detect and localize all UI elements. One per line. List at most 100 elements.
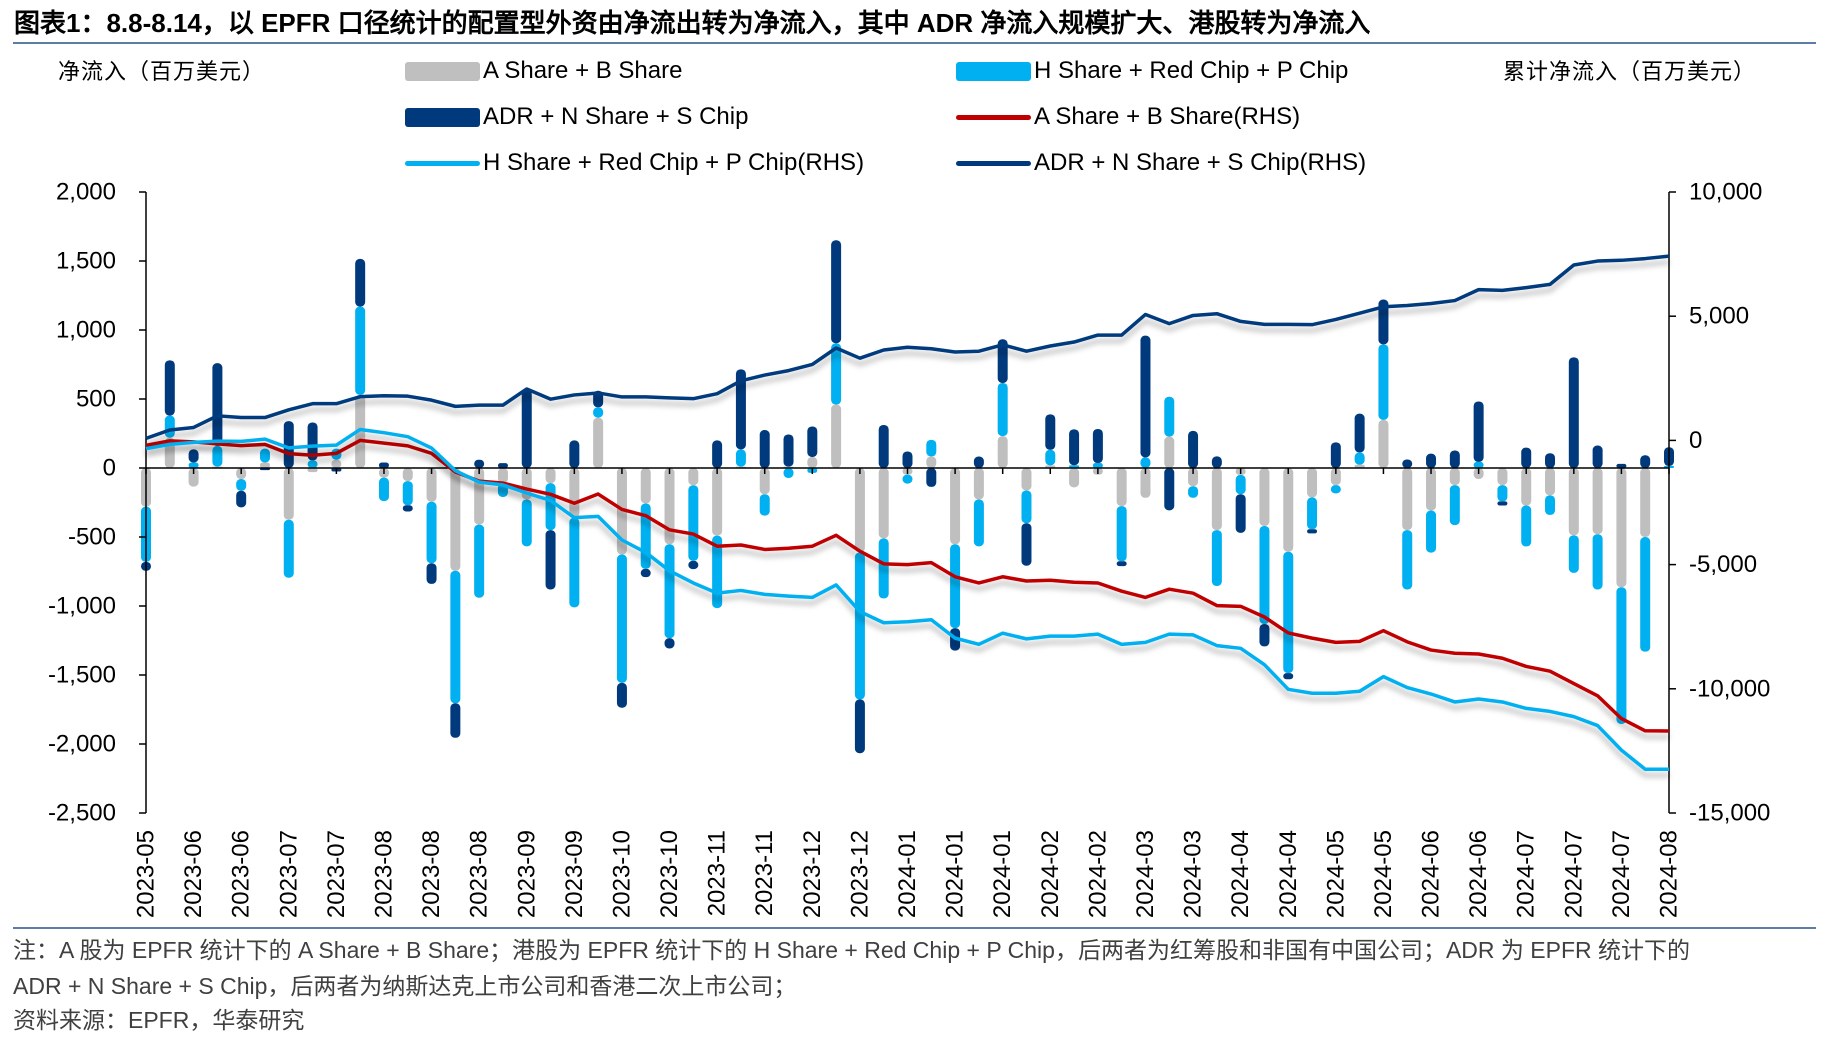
line-h-share-red-chip-p-chip-rhs bbox=[145, 427, 1669, 772]
bar-a-share-b-share bbox=[831, 404, 842, 468]
bar-adr-n-share-s-chip bbox=[188, 449, 199, 463]
x-tick-label: 2023-05 bbox=[133, 830, 160, 918]
bar-adr-n-share-s-chip bbox=[521, 389, 532, 468]
x-tick-label: 2024-07 bbox=[1513, 830, 1540, 918]
bar-adr-n-share-s-chip bbox=[1449, 450, 1460, 468]
x-tick-label: 2023-07 bbox=[275, 830, 302, 918]
bar-adr-n-share-s-chip bbox=[1330, 442, 1341, 468]
bar-h-share-red-chip-p-chip bbox=[188, 462, 199, 468]
bar-h-share-red-chip-p-chip bbox=[1521, 505, 1532, 547]
legend-swatch-navy-bar bbox=[405, 107, 480, 127]
bar-a-share-b-share bbox=[331, 459, 342, 468]
bar-adr-n-share-s-chip bbox=[1497, 501, 1508, 506]
bar-h-share-red-chip-p-chip bbox=[759, 494, 770, 516]
bar-adr-n-share-s-chip bbox=[164, 360, 175, 416]
bar-h-share-red-chip-p-chip bbox=[1021, 490, 1032, 524]
right-y-tick-label: 5,000 bbox=[1689, 303, 1749, 330]
bar-adr-n-share-s-chip bbox=[402, 505, 413, 512]
bar-a-share-b-share bbox=[1640, 468, 1651, 537]
left-y-tick-label: -2,000 bbox=[48, 731, 116, 758]
bar-adr-n-share-s-chip bbox=[1402, 459, 1413, 468]
bar-adr-n-share-s-chip bbox=[997, 339, 1008, 383]
legend-item-adr-n-share-s-chip: ADR + N Share + S Chip bbox=[405, 102, 748, 132]
bar-h-share-red-chip-p-chip bbox=[1616, 587, 1627, 724]
legend-item-h-share-red-chip-p-chip: H Share + Red Chip + P Chip bbox=[956, 56, 1348, 86]
bar-adr-n-share-s-chip bbox=[1307, 529, 1318, 534]
bar-a-share-b-share bbox=[1545, 468, 1556, 496]
bar-a-share-b-share bbox=[1188, 468, 1199, 487]
bar-h-share-red-chip-p-chip bbox=[212, 445, 223, 467]
bar-h-share-red-chip-p-chip bbox=[926, 439, 937, 457]
bar-a-share-b-share bbox=[450, 468, 461, 571]
bar-h-share-red-chip-p-chip bbox=[1188, 486, 1199, 498]
bar-adr-n-share-s-chip bbox=[759, 430, 770, 468]
bar-h-share-red-chip-p-chip bbox=[450, 570, 461, 704]
legend-item-a-share-b-share-rhs: A Share + B Share(RHS) bbox=[956, 102, 1300, 132]
bar-adr-n-share-s-chip bbox=[212, 363, 223, 446]
bar-adr-n-share-s-chip bbox=[1092, 428, 1103, 464]
bar-a-share-b-share bbox=[1449, 468, 1460, 486]
bar-h-share-red-chip-p-chip bbox=[950, 544, 961, 629]
x-tick-label: 2024-02 bbox=[1037, 830, 1064, 918]
bar-a-share-b-share bbox=[997, 436, 1008, 468]
x-tick-label: 2024-07 bbox=[1608, 830, 1635, 918]
x-tick-label: 2024-05 bbox=[1322, 830, 1349, 918]
bar-adr-n-share-s-chip bbox=[616, 682, 627, 708]
bar-h-share-red-chip-p-chip bbox=[307, 460, 318, 468]
bar-h-share-red-chip-p-chip bbox=[973, 499, 984, 547]
bar-adr-n-share-s-chip bbox=[1426, 453, 1437, 468]
bar-h-share-red-chip-p-chip bbox=[1497, 485, 1508, 502]
bar-h-share-red-chip-p-chip bbox=[997, 382, 1008, 437]
bar-adr-n-share-s-chip bbox=[1283, 673, 1294, 680]
bar-a-share-b-share bbox=[1140, 468, 1151, 498]
line-a-share-b-share-rhs bbox=[145, 438, 1670, 733]
legend-item-h-share-red-chip-p-chip-rhs: H Share + Red Chip + P Chip(RHS) bbox=[405, 148, 864, 178]
x-tick-label: 2024-06 bbox=[1465, 830, 1492, 918]
axes-layer bbox=[139, 191, 1676, 814]
x-tick-label: 2023-08 bbox=[418, 830, 445, 918]
legend-swatch-light-blue-line bbox=[405, 160, 480, 166]
x-tick-label: 2023-06 bbox=[180, 830, 207, 918]
bar-h-share-red-chip-p-chip bbox=[854, 552, 865, 700]
bar-adr-n-share-s-chip bbox=[688, 560, 699, 570]
bar-h-share-red-chip-p-chip bbox=[1259, 525, 1270, 624]
x-tick-label: 2023-12 bbox=[799, 830, 826, 918]
bar-h-share-red-chip-p-chip bbox=[831, 343, 842, 405]
bar-a-share-b-share bbox=[926, 456, 937, 468]
bar-a-share-b-share bbox=[307, 468, 318, 473]
bar-h-share-red-chip-p-chip bbox=[1378, 344, 1389, 420]
bar-a-share-b-share bbox=[759, 468, 770, 495]
bar-adr-n-share-s-chip bbox=[783, 434, 794, 467]
bar-adr-n-share-s-chip bbox=[1140, 335, 1151, 458]
bar-h-share-red-chip-p-chip bbox=[1330, 485, 1341, 494]
bar-h-share-red-chip-p-chip bbox=[259, 448, 270, 463]
bar-h-share-red-chip-p-chip bbox=[783, 468, 794, 478]
bar-h-share-red-chip-p-chip bbox=[1568, 535, 1579, 573]
bar-h-share-red-chip-p-chip bbox=[164, 415, 175, 438]
x-tick-label: 2023-10 bbox=[608, 830, 635, 918]
bar-h-share-red-chip-p-chip bbox=[1140, 457, 1151, 468]
bar-adr-n-share-s-chip bbox=[926, 468, 937, 487]
bar-a-share-b-share bbox=[688, 468, 699, 486]
bar-a-share-b-share bbox=[593, 417, 604, 468]
x-tick-label: 2023-08 bbox=[466, 830, 493, 918]
bar-adr-n-share-s-chip bbox=[1545, 453, 1556, 468]
bar-adr-n-share-s-chip bbox=[1378, 299, 1389, 345]
bar-adr-n-share-s-chip bbox=[640, 568, 651, 578]
bar-h-share-red-chip-p-chip bbox=[688, 485, 699, 561]
legend-label: ADR + N Share + S Chip(RHS) bbox=[1034, 149, 1367, 176]
x-tick-label: 2024-01 bbox=[942, 830, 969, 918]
left-y-tick-label: 0 bbox=[103, 455, 116, 482]
right-axis-title: 累计净流入（百万美元） bbox=[1503, 59, 1757, 84]
bar-adr-n-share-s-chip bbox=[497, 463, 508, 468]
right-y-tick-label: 10,000 bbox=[1689, 179, 1762, 206]
bar-adr-n-share-s-chip bbox=[735, 369, 746, 450]
bar-a-share-b-share bbox=[188, 468, 199, 487]
bar-a-share-b-share bbox=[1021, 468, 1032, 491]
left-y-tick-label: 1,000 bbox=[56, 317, 116, 344]
title-divider bbox=[13, 42, 1816, 44]
bar-h-share-red-chip-p-chip bbox=[236, 479, 247, 491]
left-y-tick-label: -2,500 bbox=[48, 800, 116, 827]
bar-adr-n-share-s-chip bbox=[307, 422, 318, 461]
x-tick-label: 2023-11 bbox=[751, 830, 778, 916]
